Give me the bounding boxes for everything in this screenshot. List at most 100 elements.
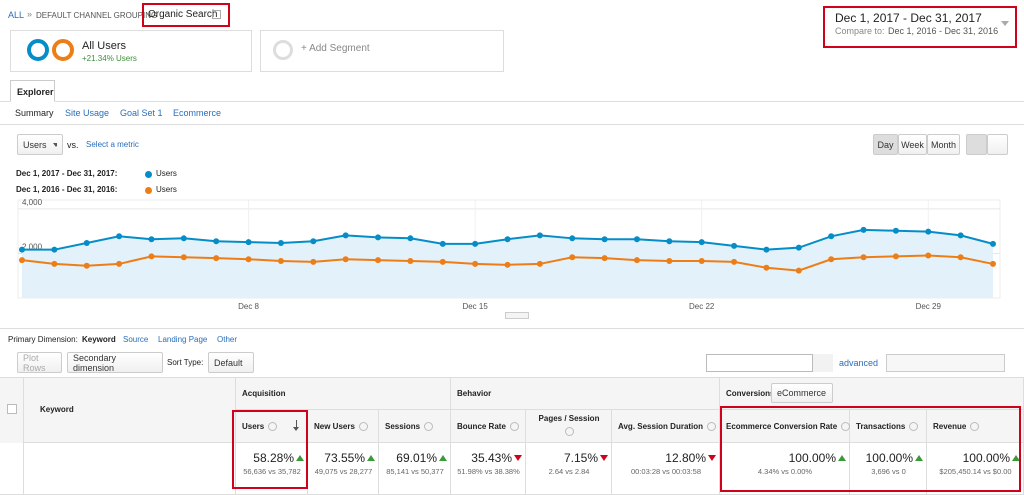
- segment-card[interactable]: [10, 30, 252, 72]
- data-point: [990, 240, 996, 247]
- subtab[interactable]: Ecommerce: [173, 108, 222, 118]
- tab[interactable]: Explorer: [10, 80, 55, 102]
- subtab[interactable]: Goal Set 1: [120, 108, 163, 118]
- group-header: Conversions: [726, 389, 775, 398]
- column-header[interactable]: New Users: [314, 422, 355, 431]
- data-point: [731, 258, 738, 265]
- data-point: [925, 228, 932, 235]
- plot-rows[interactable]: Plot Rows: [17, 352, 62, 373]
- data-point: [277, 258, 284, 265]
- total-value: 100.00%: [865, 451, 913, 465]
- dimension-option[interactable]: Other: [217, 335, 238, 344]
- data-point: [83, 239, 90, 246]
- data-point: [666, 258, 673, 265]
- dimension-option[interactable]: Landing Page: [158, 335, 208, 344]
- column-header[interactable]: Ecommerce Conversion Rate: [726, 422, 838, 431]
- data-point: [213, 238, 220, 245]
- chart-type-line[interactable]: [966, 134, 987, 155]
- metric-select[interactable]: Users: [17, 134, 63, 155]
- period-button[interactable]: Month: [927, 134, 960, 155]
- chart-type-motion[interactable]: [987, 134, 1008, 155]
- data-point: [116, 233, 123, 240]
- subtab[interactable]: Summary: [15, 108, 54, 118]
- dimension-option[interactable]: Keyword: [82, 335, 116, 344]
- highlight-box: [142, 3, 230, 27]
- data-point: [310, 258, 317, 265]
- header-cell[interactable]: [850, 410, 927, 443]
- column-header[interactable]: Bounce Rate: [457, 422, 506, 431]
- chart-resize-handle[interactable]: [505, 312, 529, 319]
- date-current[interactable]: Dec 1, 2017 - Dec 31, 2017: [835, 11, 982, 25]
- metric-selected: Users: [23, 139, 47, 150]
- column-header[interactable]: Sessions: [385, 422, 421, 431]
- sort-select[interactable]: Default: [208, 352, 254, 373]
- add-segment-card[interactable]: [260, 30, 504, 72]
- segment-icons: [27, 39, 74, 61]
- group-cell: [236, 377, 451, 410]
- checkbox[interactable]: [7, 404, 17, 414]
- help-icon: [510, 422, 519, 431]
- total-detail: 00:03:28 vs 00:03:58: [630, 467, 702, 476]
- data-point: [277, 239, 284, 246]
- legend-period: Dec 1, 2016 - Dec 31, 2016:: [16, 185, 118, 194]
- help-icon: [565, 427, 574, 436]
- data-point: [795, 267, 802, 274]
- data-point: [601, 255, 608, 262]
- view-toggle[interactable]: [886, 354, 1005, 372]
- legend-dot: [145, 171, 152, 178]
- data-point: [148, 253, 155, 260]
- advanced-link[interactable]: advanced: [839, 358, 879, 368]
- data-point: [51, 246, 58, 253]
- trend-arrow: [838, 455, 846, 461]
- secondary-dimension[interactable]: Secondary dimension: [67, 352, 163, 373]
- period-button[interactable]: Week: [898, 134, 927, 155]
- dropdown-icon[interactable]: [212, 10, 221, 19]
- data-point: [51, 260, 58, 267]
- data-point: [892, 253, 899, 260]
- legend-label: Users: [156, 169, 177, 178]
- metric-select-link[interactable]: Select a metric: [86, 140, 139, 149]
- column-header[interactable]: Users: [242, 422, 265, 431]
- header-cell[interactable]: [612, 410, 720, 443]
- period-button[interactable]: Day: [873, 134, 898, 155]
- table-header-bg: [0, 377, 1024, 443]
- conversion-select[interactable]: eCommerce: [771, 383, 833, 403]
- header-cell[interactable]: [379, 410, 451, 443]
- total-value: 69.01%: [396, 451, 437, 465]
- dimension-option[interactable]: Source: [123, 335, 149, 344]
- data-point: [342, 232, 349, 239]
- add-segment[interactable]: + Add Segment: [301, 43, 370, 54]
- help-icon: [909, 422, 918, 431]
- breadcrumb-grouping[interactable]: DEFAULT CHANNEL GROUPING: [36, 11, 158, 20]
- breadcrumb-current[interactable]: Organic Search: [148, 9, 218, 20]
- total-value: 100.00%: [962, 451, 1010, 465]
- total-value: 58.28%: [253, 451, 294, 465]
- sort-arrow-head: [293, 427, 299, 431]
- column-header[interactable]: Pages / Session: [538, 414, 600, 423]
- date-caret[interactable]: [1001, 21, 1009, 26]
- help-icon: [359, 422, 368, 431]
- data-point: [698, 258, 705, 265]
- data-point: [698, 239, 705, 246]
- header-cell[interactable]: [451, 410, 526, 443]
- search-button[interactable]: [812, 354, 833, 372]
- x-tick-label: Dec 22: [689, 302, 715, 311]
- total-detail: 51.98% vs 38.38%: [457, 467, 520, 476]
- column-header[interactable]: Transactions: [856, 422, 906, 431]
- line-chart: 2,000 4,000 Dec 8 Dec 15 Dec 22 Dec 29: [17, 198, 1001, 311]
- data-point: [536, 260, 543, 267]
- column-header[interactable]: Avg. Session Duration: [618, 422, 704, 431]
- column-header[interactable]: Revenue: [933, 422, 967, 431]
- add-segment-icon: [273, 40, 293, 60]
- date-compare-label: Compare to:: [835, 26, 885, 36]
- data-point: [633, 236, 640, 243]
- header-cell[interactable]: [308, 410, 379, 443]
- column-header[interactable]: Keyword: [40, 405, 74, 414]
- breadcrumb-root[interactable]: ALL: [8, 10, 25, 20]
- sort-text: Default: [214, 357, 243, 368]
- data-point: [180, 254, 187, 261]
- header-cell[interactable]: [526, 410, 612, 443]
- help-icon: [707, 422, 716, 431]
- subtab[interactable]: Site Usage: [65, 108, 110, 118]
